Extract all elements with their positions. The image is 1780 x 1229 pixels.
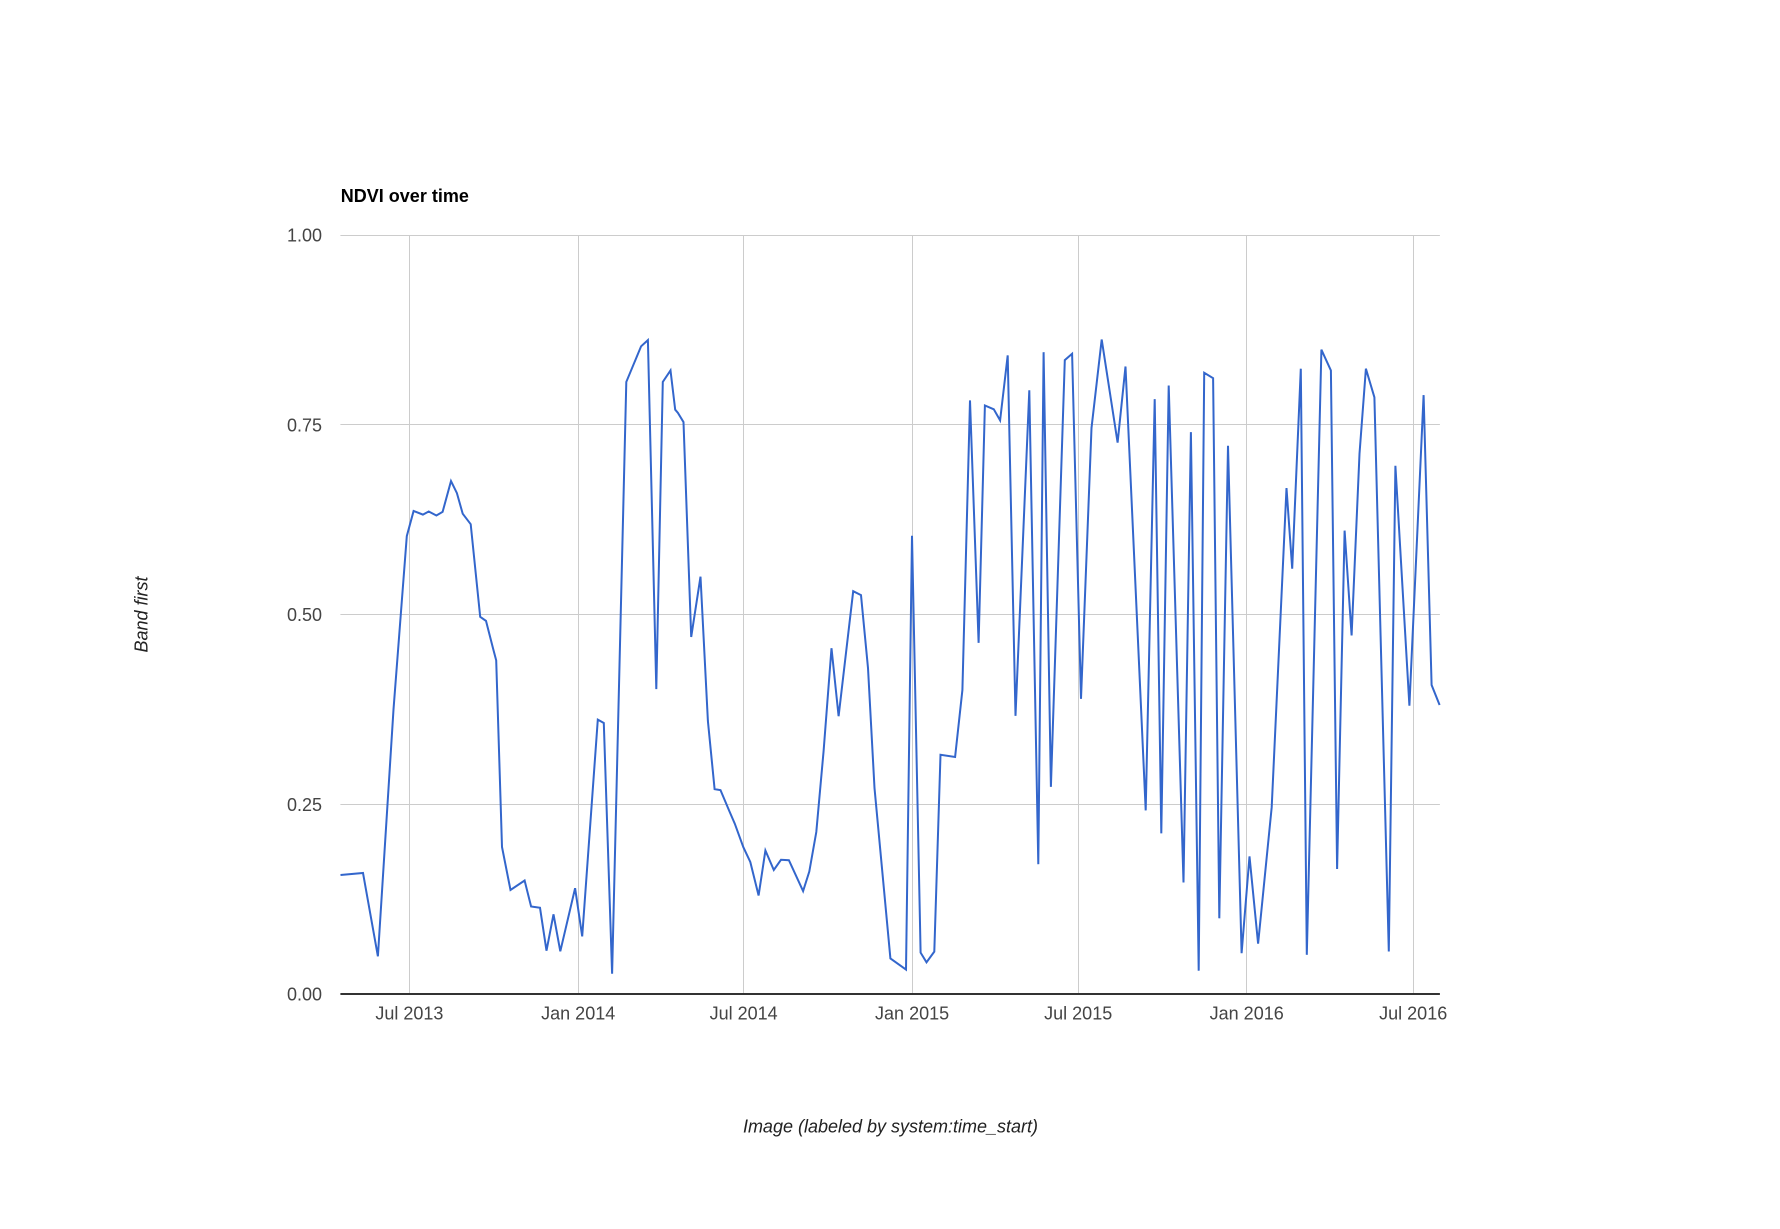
svg-text:Jan 2015: Jan 2015: [875, 1003, 949, 1023]
svg-text:Jul 2016: Jul 2016: [1379, 1003, 1447, 1023]
svg-text:0.75: 0.75: [287, 415, 322, 435]
svg-text:Image (labeled by system:time_: Image (labeled by system:time_start): [743, 1117, 1038, 1137]
svg-text:0.50: 0.50: [287, 605, 322, 625]
svg-text:Jan 2014: Jan 2014: [541, 1003, 615, 1023]
svg-text:Jul 2015: Jul 2015: [1044, 1003, 1112, 1023]
svg-text:Jan 2016: Jan 2016: [1210, 1003, 1284, 1023]
svg-text:Band first: Band first: [132, 575, 152, 652]
svg-text:0.25: 0.25: [287, 795, 322, 815]
svg-text:NDVI over time: NDVI over time: [341, 186, 469, 206]
svg-text:Jul 2013: Jul 2013: [375, 1003, 443, 1023]
svg-text:1.00: 1.00: [287, 226, 322, 246]
svg-text:0.00: 0.00: [287, 985, 322, 1005]
svg-text:Jul 2014: Jul 2014: [710, 1003, 778, 1023]
